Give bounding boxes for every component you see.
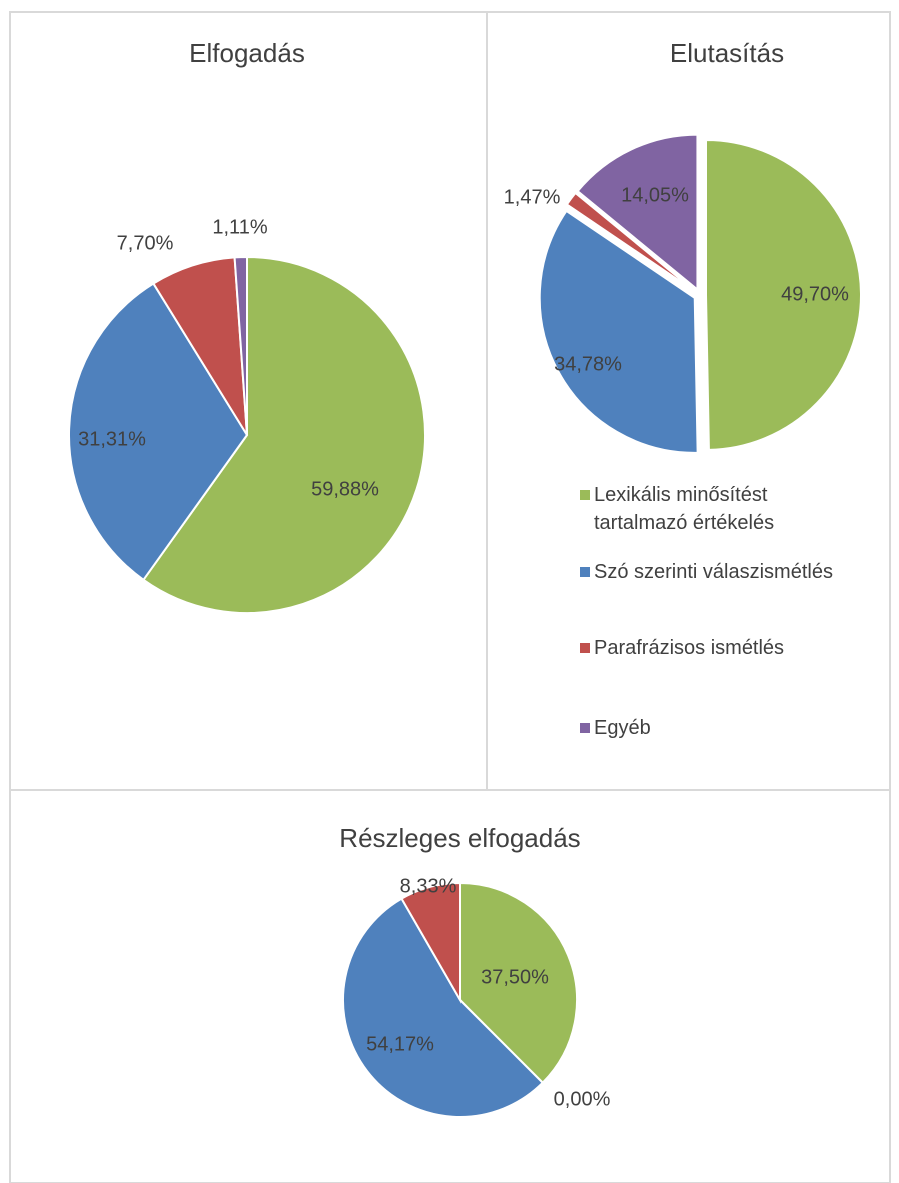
data-label: 1,11%	[212, 216, 267, 238]
legend-swatch	[580, 643, 590, 653]
legend-entry: Lexikális minősítést tartalmazó értékelé…	[594, 484, 775, 534]
frame	[9, 11, 891, 1183]
data-label: 14,05%	[621, 184, 689, 206]
legend-label: Lexikális minősítést tartalmazó értékelé…	[594, 484, 775, 534]
pie-slice	[538, 209, 699, 454]
legend-label: Parafrázisos ismétlés	[594, 637, 785, 659]
data-label: 54,17%	[366, 1033, 434, 1055]
legend-entry: Egyéb	[594, 717, 651, 739]
data-label: 34,78%	[554, 353, 622, 375]
legend-entry: Szó szerinti válaszismétlés	[594, 561, 833, 583]
legend-entry: Parafrázisos ismétlés	[594, 637, 785, 659]
legend-label: Egyéb	[594, 717, 651, 739]
data-label: 31,31%	[78, 428, 146, 450]
legend-swatch	[580, 567, 590, 577]
pie-slice	[233, 255, 248, 436]
data-label: 0,00%	[554, 1088, 611, 1110]
chart-title: Részleges elfogadás	[339, 823, 580, 853]
pie-slice	[68, 282, 249, 582]
pie-slice	[576, 133, 699, 292]
chart-title: Elutasítás	[670, 38, 784, 68]
legend-swatch	[580, 723, 590, 733]
data-label: 37,50%	[481, 966, 549, 988]
pie-slice	[342, 897, 545, 1118]
pie-slice	[705, 138, 862, 451]
chart-title: Elfogadás	[189, 38, 305, 68]
pie-slice	[459, 881, 578, 1085]
data-label: 8,33%	[400, 875, 457, 897]
pie-slice	[142, 255, 426, 614]
data-label: 59,88%	[311, 478, 379, 500]
data-label: 1,47%	[504, 186, 561, 208]
legend-label: Szó szerinti válaszismétlés	[594, 561, 833, 583]
legend-swatch	[580, 490, 590, 500]
pie-slice	[565, 191, 696, 293]
data-label: 7,70%	[117, 232, 174, 254]
data-label: 49,70%	[781, 283, 849, 305]
pie-slice	[400, 881, 461, 1004]
